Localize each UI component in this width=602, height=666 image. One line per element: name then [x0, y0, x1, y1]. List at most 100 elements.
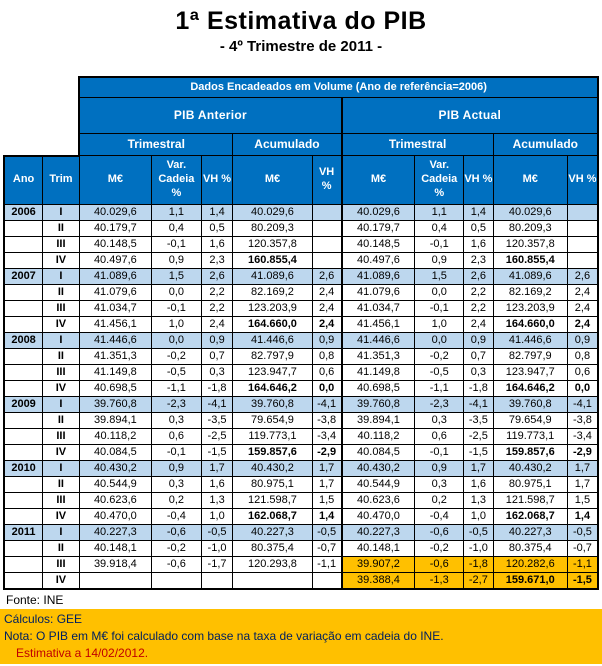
data-cell: [312, 572, 341, 589]
data-cell: 40.430,2: [233, 460, 312, 476]
data-cell: 120.282,6: [493, 556, 567, 572]
data-cell: 40.497,6: [342, 252, 415, 268]
data-cell: 40.179,7: [79, 220, 151, 236]
data-cell: 2,2: [464, 300, 493, 316]
data-cell: 162.068,7: [233, 508, 312, 524]
table-header: Dados Encadeados em Volume (Ano de refer…: [4, 77, 598, 204]
data-cell: 1,1: [415, 204, 464, 220]
year-cell: [4, 316, 43, 332]
data-cell: 40.029,6: [233, 204, 312, 220]
column-header: Trim: [43, 156, 80, 205]
table-row: IV41.456,11,02,4164.660,02,441.456,11,02…: [4, 316, 598, 332]
data-cell: 41.446,6: [233, 332, 312, 348]
data-cell: 0,0: [151, 332, 201, 348]
data-cell: 2,2: [464, 284, 493, 300]
data-cell: 1,5: [151, 268, 201, 284]
data-cell: 40.118,2: [79, 428, 151, 444]
data-cell: 40.470,0: [79, 508, 151, 524]
column-header: M€: [493, 156, 567, 205]
group-header-pib-anterior: PIB Anterior: [79, 98, 341, 134]
data-cell: 0,9: [201, 332, 233, 348]
data-cell: -0,1: [151, 444, 201, 460]
data-cell: [201, 572, 233, 589]
data-cell: 0,9: [151, 460, 201, 476]
data-cell: 82.797,9: [233, 348, 312, 364]
data-cell: -0,2: [415, 348, 464, 364]
data-cell: -1,1: [415, 380, 464, 396]
year-cell: 2006: [4, 204, 43, 220]
data-cell: -0,5: [567, 524, 598, 540]
data-cell: -1,1: [567, 556, 598, 572]
year-cell: [4, 284, 43, 300]
data-cell: 1,7: [201, 460, 233, 476]
calculos-line: Cálculos: GEE: [0, 610, 602, 627]
data-cell: 40.698,5: [79, 380, 151, 396]
data-cell: 2,4: [312, 300, 341, 316]
data-cell: [312, 220, 341, 236]
table-row: II41.079,60,02,282.169,22,441.079,60,02,…: [4, 284, 598, 300]
data-cell: 41.149,8: [342, 364, 415, 380]
data-cell: -0,6: [415, 556, 464, 572]
data-cell: 164.660,0: [233, 316, 312, 332]
data-cell: 79.654,9: [493, 412, 567, 428]
data-cell: 40.544,9: [79, 476, 151, 492]
quarter-cell: II: [43, 284, 80, 300]
quarter-cell: III: [43, 364, 80, 380]
data-cell: 41.034,7: [342, 300, 415, 316]
data-cell: 40.179,7: [342, 220, 415, 236]
data-cell: [79, 572, 151, 589]
data-cell: 40.084,5: [342, 444, 415, 460]
quarter-cell: IV: [43, 316, 80, 332]
data-cell: -0,2: [415, 540, 464, 556]
data-cell: 80.375,4: [493, 540, 567, 556]
year-cell: [4, 508, 43, 524]
data-cell: 1,4: [567, 508, 598, 524]
quarter-cell: I: [43, 204, 80, 220]
page-title: 1ª Estimativa do PIB: [0, 7, 602, 36]
data-cell: 40.227,3: [79, 524, 151, 540]
data-cell: 40.148,5: [79, 236, 151, 252]
data-cell: [312, 204, 341, 220]
data-cell: -3,5: [201, 412, 233, 428]
quarter-cell: III: [43, 428, 80, 444]
data-cell: 0,8: [567, 348, 598, 364]
year-cell: [4, 444, 43, 460]
quarter-cell: IV: [43, 508, 80, 524]
year-cell: [4, 364, 43, 380]
year-cell: [4, 540, 43, 556]
column-header: VH %: [567, 156, 598, 205]
data-cell: -3,5: [464, 412, 493, 428]
year-cell: 2009: [4, 396, 43, 412]
quarter-cell: I: [43, 268, 80, 284]
data-cell: 41.089,6: [233, 268, 312, 284]
table-row: II40.148,1-0,2-1,080.375,4-0,740.148,1-0…: [4, 540, 598, 556]
data-cell: 40.430,2: [493, 460, 567, 476]
data-cell: 0,6: [151, 428, 201, 444]
data-cell: -0,5: [464, 524, 493, 540]
data-cell: 82.797,9: [493, 348, 567, 364]
data-cell: -3,4: [312, 428, 341, 444]
data-cell: 1,5: [415, 268, 464, 284]
data-cell: -2,3: [151, 396, 201, 412]
data-cell: -0,1: [415, 236, 464, 252]
data-cell: 2,3: [201, 252, 233, 268]
column-header: Var. Cadeia %: [151, 156, 201, 205]
data-cell: -0,4: [151, 508, 201, 524]
quarter-cell: III: [43, 236, 80, 252]
data-cell: 80.209,3: [493, 220, 567, 236]
data-cell: -0,1: [151, 300, 201, 316]
table-row: IV40.497,60,92,3160.855,440.497,60,92,31…: [4, 252, 598, 268]
corner-spacer: [4, 77, 79, 156]
data-cell: -1,5: [464, 444, 493, 460]
data-cell: 40.148,1: [79, 540, 151, 556]
data-cell: 40.227,3: [342, 524, 415, 540]
data-cell: 2,4: [464, 316, 493, 332]
quarter-cell: I: [43, 396, 80, 412]
subgroup-header: Acumulado: [233, 134, 342, 156]
data-cell: 123.947,7: [493, 364, 567, 380]
data-cell: -2,7: [464, 572, 493, 589]
data-cell: 119.773,1: [493, 428, 567, 444]
quarter-cell: IV: [43, 380, 80, 396]
data-cell: -3,8: [567, 412, 598, 428]
data-cell: -0,5: [312, 524, 341, 540]
